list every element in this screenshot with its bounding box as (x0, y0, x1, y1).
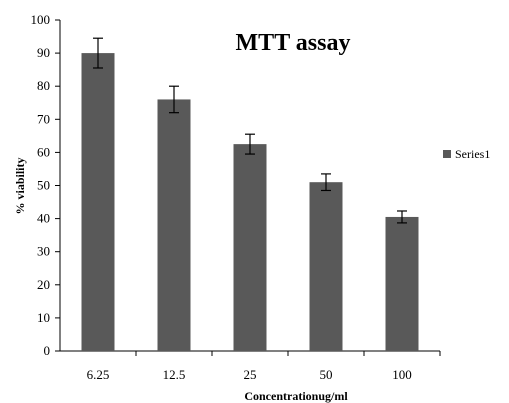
y-tick-label: 10 (37, 310, 50, 325)
x-tick-label: 25 (244, 367, 257, 382)
x-axis-title: Concentrationug/ml (244, 389, 348, 403)
bar (233, 144, 267, 351)
legend: Series1 (443, 147, 490, 161)
y-tick-label: 90 (37, 45, 50, 60)
bar (81, 53, 115, 351)
plot-area: 0 10 20 30 40 50 60 70 80 90 100 6.25 12.5 25 50 100 (31, 12, 441, 382)
bar (309, 182, 343, 351)
y-tick-label: 50 (37, 178, 50, 193)
x-tick-label: 12.5 (163, 367, 186, 382)
x-tick-label: 100 (392, 367, 412, 382)
y-tick-label: 20 (37, 277, 50, 292)
x-tick-label: 6.25 (87, 367, 110, 382)
y-tick-label: 0 (44, 343, 51, 358)
legend-label: Series1 (455, 147, 490, 161)
y-tick-label: 40 (37, 211, 50, 226)
y-tick-label: 60 (37, 144, 50, 159)
y-tick-label: 100 (31, 12, 51, 27)
chart-title: MTT assay (236, 30, 351, 56)
bar (385, 216, 419, 351)
y-tick-label: 80 (37, 78, 50, 93)
y-tick-label: 30 (37, 244, 50, 259)
x-tick-label: 50 (320, 367, 333, 382)
bar (157, 99, 191, 351)
legend-swatch (443, 150, 451, 158)
y-axis-title: % viability (13, 157, 27, 214)
y-tick-label: 70 (37, 111, 50, 126)
